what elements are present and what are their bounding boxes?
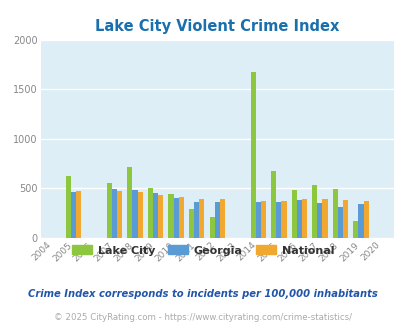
Bar: [117, 191, 122, 238]
Bar: [296, 200, 301, 238]
Bar: [281, 201, 286, 238]
Bar: [209, 217, 214, 238]
Bar: [250, 72, 255, 238]
Bar: [153, 193, 158, 238]
Bar: [255, 202, 260, 238]
Legend: Lake City, Georgia, National: Lake City, Georgia, National: [67, 241, 338, 260]
Text: Crime Index corresponds to incidents per 100,000 inhabitants: Crime Index corresponds to incidents per…: [28, 289, 377, 299]
Bar: [311, 185, 317, 238]
Bar: [147, 188, 153, 238]
Bar: [76, 191, 81, 238]
Bar: [173, 198, 178, 238]
Bar: [71, 192, 76, 238]
Bar: [291, 190, 296, 238]
Bar: [358, 204, 362, 238]
Text: © 2025 CityRating.com - https://www.cityrating.com/crime-statistics/: © 2025 CityRating.com - https://www.city…: [54, 313, 351, 322]
Bar: [66, 176, 71, 238]
Bar: [317, 203, 322, 238]
Title: Lake City Violent Crime Index: Lake City Violent Crime Index: [95, 19, 339, 34]
Bar: [362, 201, 368, 238]
Bar: [112, 189, 117, 238]
Bar: [352, 221, 358, 238]
Bar: [178, 197, 183, 238]
Bar: [137, 192, 143, 238]
Bar: [194, 202, 199, 238]
Bar: [127, 167, 132, 238]
Bar: [214, 202, 219, 238]
Bar: [301, 199, 306, 238]
Bar: [332, 189, 337, 238]
Bar: [107, 183, 112, 238]
Bar: [322, 199, 327, 238]
Bar: [342, 200, 347, 238]
Bar: [188, 209, 194, 238]
Bar: [260, 201, 265, 238]
Bar: [168, 194, 173, 238]
Bar: [337, 207, 342, 238]
Bar: [275, 202, 281, 238]
Bar: [158, 195, 163, 238]
Bar: [132, 190, 137, 238]
Bar: [199, 199, 204, 238]
Bar: [219, 199, 224, 238]
Bar: [271, 171, 275, 238]
